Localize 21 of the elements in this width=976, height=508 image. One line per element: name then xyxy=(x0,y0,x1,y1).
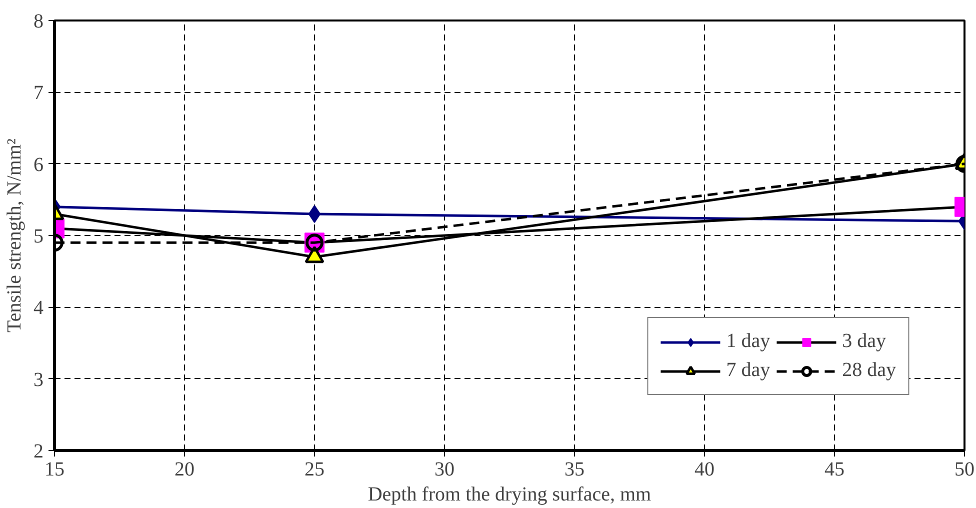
legend-label: 3 day xyxy=(842,330,886,353)
x-tick-label: 50 xyxy=(954,458,974,480)
x-tick-label: 15 xyxy=(44,458,64,480)
y-tick-label: 2 xyxy=(34,440,44,462)
x-tick-label: 35 xyxy=(564,458,584,480)
y-tick-label: 6 xyxy=(34,154,44,176)
legend-label: 7 day xyxy=(726,359,770,382)
y-tick-label: 5 xyxy=(34,226,44,248)
x-axis-title: Depth from the drying surface, mm xyxy=(368,484,652,506)
x-tick-label: 25 xyxy=(304,458,324,480)
legend-label: 1 day xyxy=(726,330,770,353)
x-tick-label: 20 xyxy=(174,458,194,480)
y-axis-title: Tensile strength, N/mm² xyxy=(4,138,26,333)
y-tick-label: 7 xyxy=(34,82,44,104)
y-tick-label: 8 xyxy=(34,10,44,32)
x-tick-label: 30 xyxy=(434,458,454,480)
y-tick-label: 4 xyxy=(34,297,44,320)
y-tick-label: 3 xyxy=(34,368,44,391)
x-tick-label: 40 xyxy=(694,458,714,480)
x-tick-label: 45 xyxy=(824,458,844,480)
legend-label: 28 day xyxy=(842,359,896,382)
